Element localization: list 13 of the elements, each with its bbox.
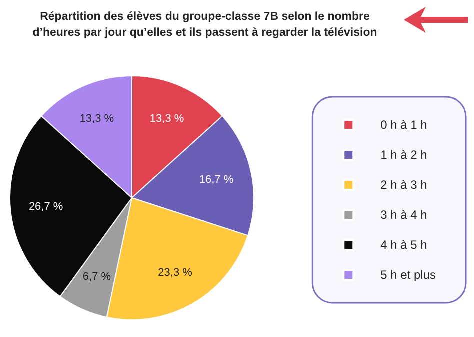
data-label: 23,3 % <box>158 266 193 279</box>
data-label: 26,7 % <box>28 200 64 213</box>
legend-label: 0 h à 1 h <box>380 118 428 132</box>
data-label: 13,3 % <box>150 113 184 126</box>
chart-title: Répartition des élèves du groupe-classe 7B selon le nombre d’heures par jour qu’elles et ils passent à regarder la télévision <box>32 11 378 39</box>
data-label: 16,7 % <box>199 174 234 186</box>
legend-label: 1 h à 2 h <box>380 148 428 162</box>
legend-label: 2 h à 3 h <box>380 178 428 192</box>
legend-label: 5 h et plus <box>380 268 436 282</box>
legend-label: 3 h à 4 h <box>380 208 428 222</box>
data-label: 13,3 % <box>80 113 114 126</box>
legend-label: 4 h à 5 h <box>380 238 428 252</box>
data-label: 6,7 % <box>82 270 112 283</box>
